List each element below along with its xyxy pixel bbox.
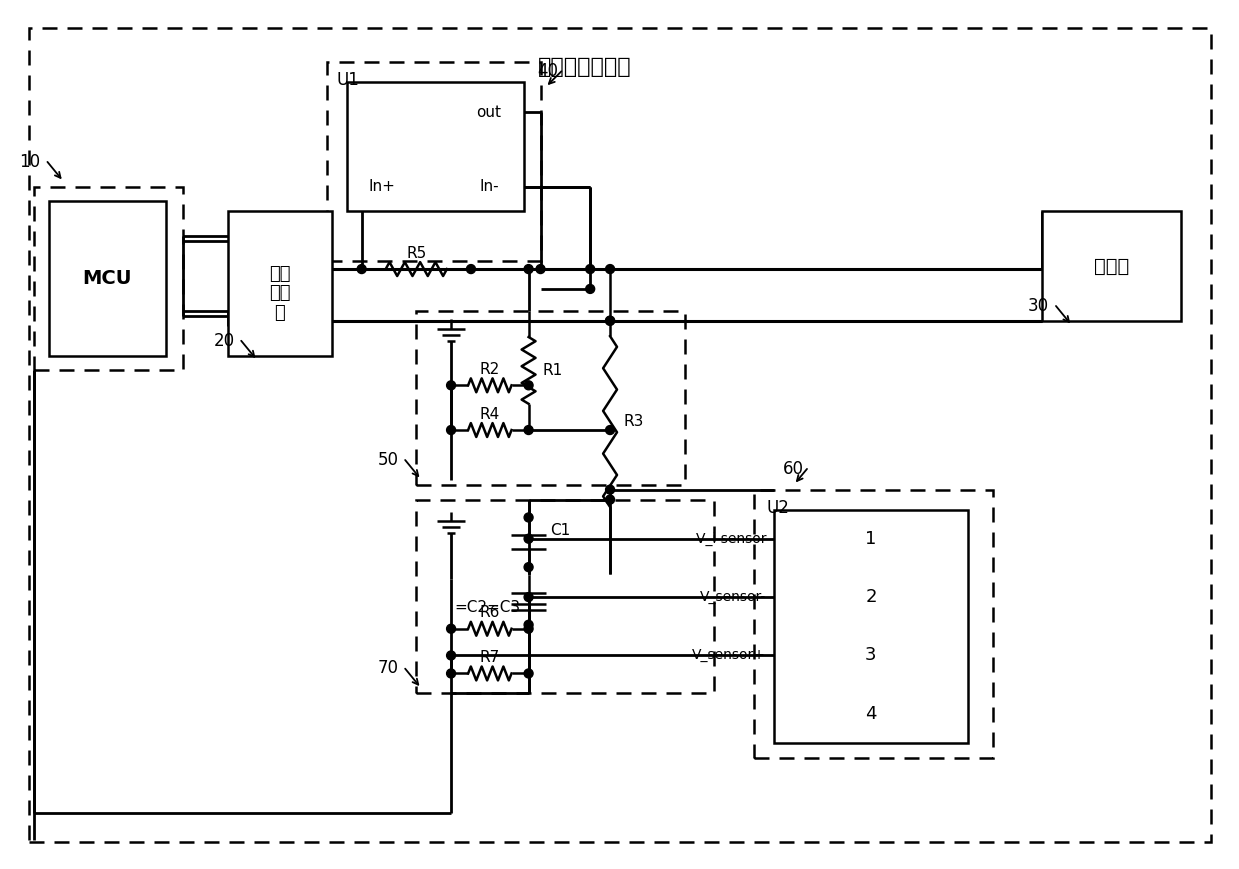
Circle shape: [446, 381, 456, 390]
Text: 功率: 功率: [269, 264, 290, 282]
Circle shape: [586, 284, 595, 294]
Circle shape: [524, 624, 533, 634]
Circle shape: [606, 316, 615, 325]
Bar: [416, 311, 685, 485]
Text: R1: R1: [543, 363, 563, 378]
Text: 扬声器: 扬声器: [1094, 256, 1130, 275]
Text: V_sensor+: V_sensor+: [693, 648, 766, 662]
Text: 30: 30: [1028, 297, 1049, 315]
Bar: [33, 187, 183, 370]
Circle shape: [446, 669, 456, 678]
Bar: [327, 63, 540, 261]
Text: R5: R5: [406, 246, 426, 261]
Circle shape: [586, 264, 595, 274]
Bar: [48, 202, 166, 355]
Circle shape: [524, 426, 533, 434]
Text: V_i sensor: V_i sensor: [695, 532, 766, 546]
Text: 扬声器控制电路: 扬声器控制电路: [538, 57, 632, 77]
Text: V_sensor-: V_sensor-: [700, 590, 766, 604]
Circle shape: [536, 264, 545, 274]
Text: 4: 4: [865, 705, 877, 723]
Text: 器: 器: [274, 304, 285, 322]
Circle shape: [524, 669, 533, 678]
Text: out: out: [476, 104, 502, 120]
Circle shape: [467, 264, 476, 274]
Text: 70: 70: [378, 660, 399, 678]
Circle shape: [524, 593, 533, 601]
Text: 2: 2: [865, 588, 877, 606]
Text: R6: R6: [479, 606, 501, 620]
Circle shape: [524, 620, 533, 629]
Circle shape: [524, 562, 533, 572]
Text: R3: R3: [624, 415, 644, 429]
Text: 20: 20: [213, 332, 234, 349]
Circle shape: [446, 426, 456, 434]
Text: 放大: 放大: [269, 284, 290, 302]
Text: =C2=C3: =C2=C3: [455, 600, 520, 615]
Bar: [347, 83, 524, 211]
Bar: [228, 211, 332, 355]
Circle shape: [524, 513, 533, 522]
Text: R2: R2: [479, 362, 501, 377]
Circle shape: [524, 381, 533, 390]
Circle shape: [606, 495, 615, 504]
Text: 1: 1: [865, 530, 876, 547]
Circle shape: [606, 426, 615, 434]
Circle shape: [357, 264, 367, 274]
Circle shape: [446, 651, 456, 660]
Text: 10: 10: [20, 153, 41, 170]
Circle shape: [446, 624, 456, 634]
Text: U1: U1: [337, 71, 359, 90]
Circle shape: [524, 534, 533, 543]
Text: R7: R7: [479, 650, 501, 665]
Text: MCU: MCU: [83, 269, 133, 288]
Text: 3: 3: [865, 647, 877, 665]
Bar: [1042, 211, 1181, 321]
Bar: [755, 489, 992, 758]
Text: R4: R4: [479, 407, 501, 421]
Text: C1: C1: [550, 523, 571, 538]
Text: 40: 40: [538, 63, 559, 80]
Circle shape: [606, 485, 615, 494]
Text: 60: 60: [783, 460, 804, 478]
Circle shape: [606, 316, 615, 325]
Text: U2: U2: [766, 499, 789, 516]
Circle shape: [606, 264, 615, 274]
Bar: [774, 509, 968, 743]
Circle shape: [524, 264, 533, 274]
Text: In-: In-: [479, 179, 498, 194]
Text: In+: In+: [368, 179, 395, 194]
Bar: [416, 500, 715, 693]
Text: 50: 50: [378, 451, 399, 469]
